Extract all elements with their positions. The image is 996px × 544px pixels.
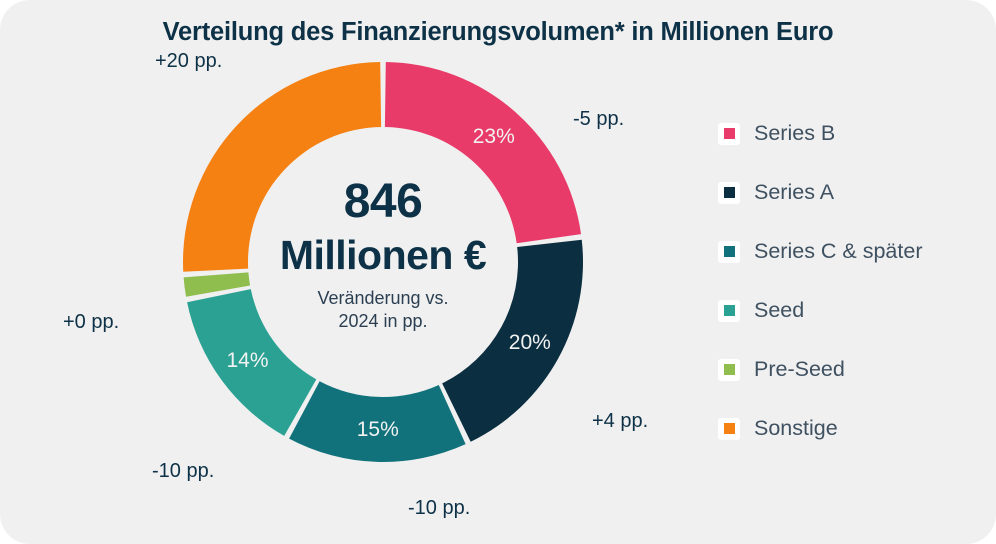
legend-color-swatch-icon [723, 246, 735, 257]
donut-slice[interactable] [183, 272, 251, 297]
legend-color-swatch-icon [723, 128, 735, 139]
legend-item[interactable]: Series C & später [718, 222, 988, 281]
donut-slice[interactable] [187, 289, 317, 436]
change-label-seed: -10 pp. [152, 460, 215, 482]
legend-item[interactable]: Seed [718, 281, 988, 340]
change-label-series-c: -10 pp. [408, 497, 471, 519]
donut-slice[interactable] [289, 381, 466, 462]
slice-percent-label: 20% [509, 331, 551, 354]
change-label-sonstige: +20 pp. [155, 50, 223, 72]
slice-percent-label: 14% [226, 349, 268, 372]
legend-swatch-frame [718, 299, 740, 322]
legend-swatch-frame [718, 181, 740, 204]
legend-color-swatch-icon [723, 187, 735, 198]
legend-swatch-frame [718, 417, 740, 440]
legend-item-label: Series A [754, 180, 835, 204]
donut-svg: 23% 20% 15% 14% [183, 62, 583, 462]
legend-color-swatch-icon [723, 305, 735, 316]
legend-swatch-frame [718, 122, 740, 145]
legend-color-swatch-icon [723, 423, 735, 434]
legend-item-label: Seed [754, 298, 805, 322]
chart-legend: Series B Series A Series C & später Seed Pre… [718, 104, 988, 458]
legend-swatch-frame [718, 358, 740, 381]
slice-percent-labels: 23% 20% 15% 14% [226, 125, 550, 441]
legend-item-label: Pre-Seed [754, 357, 845, 381]
slice-group [183, 62, 583, 462]
donut-slice[interactable] [384, 62, 582, 244]
legend-item[interactable]: Series B [718, 104, 988, 163]
legend-item-label: Series C & später [754, 239, 923, 263]
change-label-series-b: -5 pp. [573, 108, 625, 130]
slice-percent-label: 15% [357, 418, 399, 441]
change-label-pre-seed: +0 pp. [63, 311, 120, 333]
legend-item-label: Sonstige [754, 416, 838, 440]
legend-item[interactable]: Series A [718, 163, 988, 222]
donut-slice[interactable] [442, 239, 583, 442]
slice-percent-label: 23% [473, 125, 515, 148]
page-title: Verteilung des Finanzierungsvolumen* in … [162, 18, 834, 46]
legend-item[interactable]: Pre-Seed [718, 340, 988, 399]
change-label-series-a: +4 pp. [592, 410, 649, 432]
legend-item-label: Series B [754, 121, 836, 145]
legend-color-swatch-icon [723, 364, 735, 375]
legend-item[interactable]: Sonstige [718, 399, 988, 458]
donut-chart: 23% 20% 15% 14% [183, 62, 583, 462]
donut-slice[interactable] [183, 62, 382, 272]
legend-swatch-frame [718, 240, 740, 263]
